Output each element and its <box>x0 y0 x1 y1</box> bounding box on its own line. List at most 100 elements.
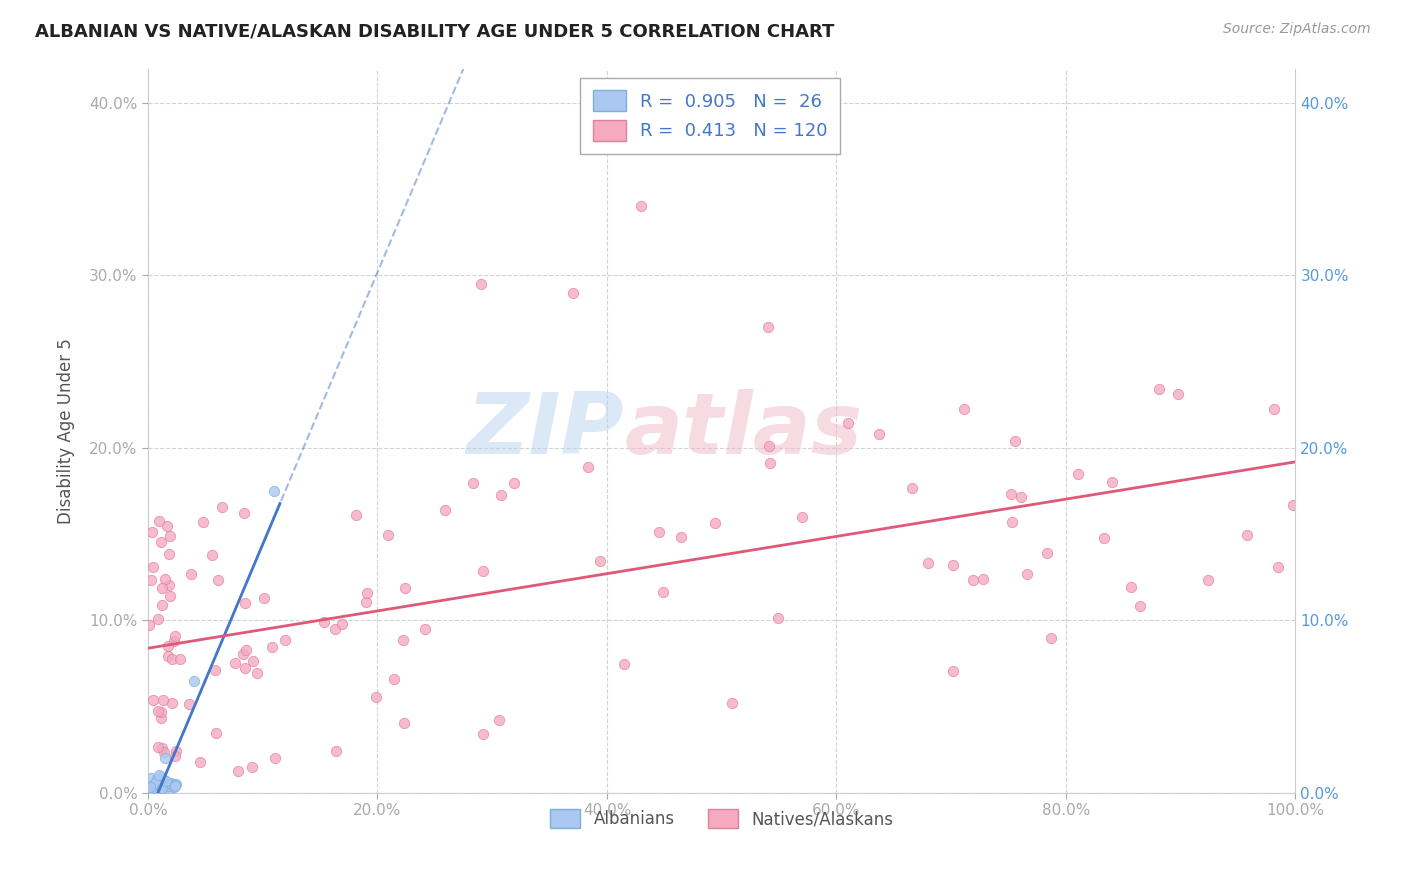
Point <box>138 618 160 632</box>
Point <box>143 780 166 795</box>
Point <box>146 704 169 718</box>
Point <box>274 632 297 647</box>
Point <box>205 726 228 740</box>
Point <box>150 770 173 784</box>
Point <box>146 612 169 626</box>
Point <box>211 500 233 514</box>
Point <box>837 417 859 431</box>
Point <box>470 277 492 291</box>
Point <box>183 673 205 688</box>
Point <box>246 666 269 681</box>
Point <box>149 780 172 794</box>
Point <box>1147 382 1170 396</box>
Point <box>366 690 388 705</box>
Point <box>162 697 184 711</box>
Point <box>153 772 176 787</box>
Point <box>325 744 347 758</box>
Point <box>204 664 226 678</box>
Point <box>224 656 246 670</box>
Point <box>756 320 779 334</box>
Point <box>394 581 416 595</box>
Point <box>165 779 187 793</box>
Point <box>162 652 184 666</box>
Point <box>148 514 170 528</box>
Point <box>413 622 436 636</box>
Point <box>1267 560 1289 574</box>
Point <box>917 557 939 571</box>
Y-axis label: Disability Age Under 5: Disability Age Under 5 <box>58 338 75 524</box>
Point <box>669 530 692 544</box>
Point <box>758 439 780 453</box>
Point <box>461 476 484 491</box>
Point <box>1092 531 1115 545</box>
Point <box>152 774 174 789</box>
Point <box>868 427 890 442</box>
Point <box>233 660 256 674</box>
Point <box>165 744 187 758</box>
Point <box>141 524 163 539</box>
Point <box>314 615 336 629</box>
Point <box>155 774 177 789</box>
Point <box>1236 528 1258 542</box>
Point <box>1197 573 1219 587</box>
Point <box>589 553 612 567</box>
Point <box>1015 567 1038 582</box>
Point <box>759 456 782 470</box>
Point <box>489 487 512 501</box>
Point <box>972 572 994 586</box>
Point <box>153 751 176 765</box>
Point <box>150 780 173 795</box>
Point <box>155 572 177 586</box>
Point <box>382 673 405 687</box>
Point <box>235 643 257 657</box>
Text: ZIP: ZIP <box>467 389 624 472</box>
Point <box>1101 475 1123 490</box>
Point <box>332 616 354 631</box>
Legend: Albanians, Natives/Alaskans: Albanians, Natives/Alaskans <box>544 803 900 835</box>
Point <box>149 706 172 720</box>
Point <box>152 693 174 707</box>
Point <box>240 760 263 774</box>
Point <box>143 776 166 790</box>
Point <box>962 573 984 587</box>
Point <box>146 772 169 787</box>
Point <box>159 529 181 543</box>
Point <box>163 634 186 648</box>
Point <box>232 506 254 520</box>
Point <box>488 713 510 727</box>
Point <box>576 459 599 474</box>
Point <box>149 774 172 789</box>
Point <box>156 648 179 663</box>
Point <box>152 777 174 791</box>
Point <box>721 696 744 710</box>
Point <box>157 547 180 561</box>
Point <box>613 657 636 671</box>
Point <box>159 589 181 603</box>
Point <box>561 285 583 300</box>
Point <box>179 697 201 711</box>
Point <box>150 741 173 756</box>
Point <box>356 585 378 599</box>
Point <box>792 510 814 524</box>
Point <box>160 777 183 791</box>
Point <box>157 639 180 653</box>
Point <box>1263 401 1285 416</box>
Point <box>145 782 167 797</box>
Point <box>141 781 163 796</box>
Point <box>1004 434 1026 449</box>
Point <box>191 516 214 530</box>
Point <box>142 692 165 706</box>
Point <box>152 782 174 797</box>
Point <box>152 746 174 760</box>
Point <box>233 595 256 609</box>
Point <box>652 585 675 599</box>
Point <box>1010 490 1032 504</box>
Point <box>942 558 965 573</box>
Point <box>648 525 671 540</box>
Point <box>901 481 924 495</box>
Point <box>1129 599 1152 614</box>
Point <box>242 654 264 668</box>
Point <box>377 528 399 542</box>
Point <box>1119 580 1142 594</box>
Point <box>157 783 180 797</box>
